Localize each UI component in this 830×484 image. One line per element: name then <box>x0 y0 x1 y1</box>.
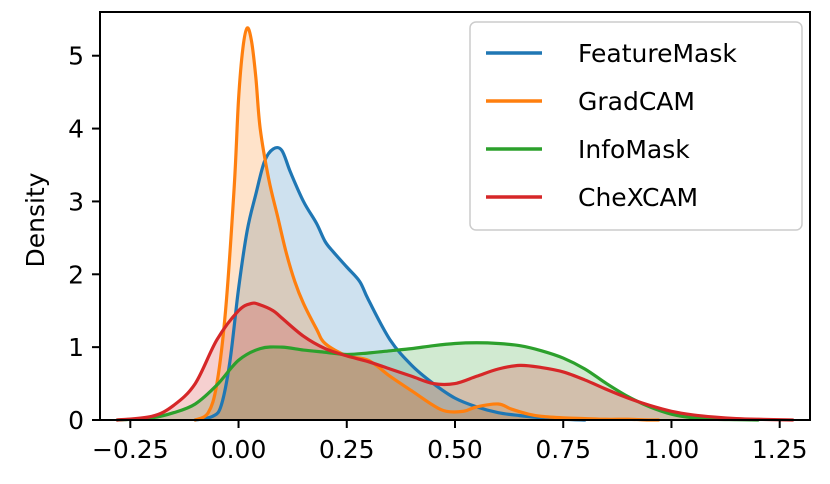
legend-box <box>469 21 803 231</box>
x-tick-label: 0.00 <box>211 435 267 464</box>
x-tick-label: 0.25 <box>319 435 375 464</box>
y-tick-label: 4 <box>68 115 84 144</box>
y-tick-label: 1 <box>68 333 84 362</box>
y-tick-label: 5 <box>68 42 84 71</box>
area-chexcam <box>117 303 793 420</box>
x-tick-label: 0.75 <box>535 435 591 464</box>
y-tick-label: 2 <box>68 260 84 289</box>
line-featuremask <box>193 145 587 422</box>
legend-label-gradcam: GradCAM <box>578 87 695 116</box>
x-tick-label: 0.50 <box>427 435 483 464</box>
y-axis-label: Density <box>21 172 50 267</box>
y-tick-label: 3 <box>68 187 84 216</box>
line-chexcam <box>115 301 795 422</box>
line-gradcam <box>193 26 661 422</box>
area-infomask <box>117 342 759 420</box>
axes: −0.25 0.00 0.25 0.50 0.75 1.00 1.25 0 1 2 3 4 5 <box>68 11 811 464</box>
area-featuremask <box>195 147 585 421</box>
legend-label-chexcam: CheXCAM <box>578 183 698 212</box>
legend-label-infomask: InfoMask <box>578 135 690 164</box>
density-lines <box>115 26 795 422</box>
x-tick-label: −0.25 <box>92 435 169 464</box>
legend: FeatureMask GradCAM InfoMask CheXCAM <box>469 21 803 231</box>
y-tick-label: 0 <box>68 406 84 435</box>
legend-label-featuremask: FeatureMask <box>578 39 737 68</box>
x-tick-label: 1.25 <box>752 435 808 464</box>
x-tick-label: 1.00 <box>644 435 700 464</box>
